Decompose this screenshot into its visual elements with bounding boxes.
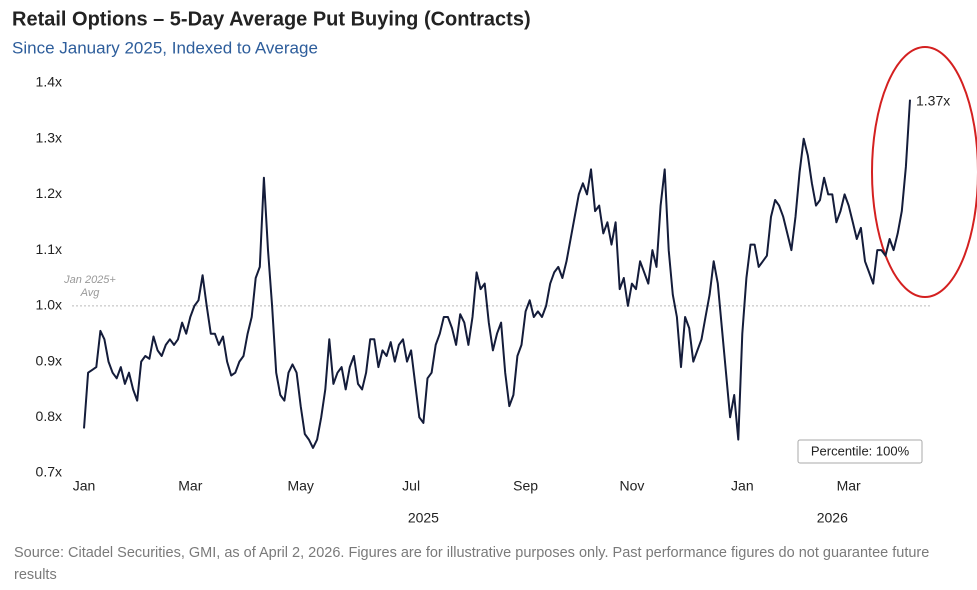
x-tick-label: Mar	[837, 478, 861, 494]
chart: Retail Options – 5-Day Average Put Buyin…	[12, 8, 977, 526]
x-tick-label: Nov	[619, 478, 644, 494]
source-note: Source: Citadel Securities, GMI, as of A…	[14, 545, 930, 583]
y-tick-label: 0.9x	[36, 352, 62, 368]
annotation-box	[797, 439, 923, 464]
data-label: 1.37x	[916, 92, 950, 108]
annotation: Percentile: 100%	[811, 443, 910, 458]
x-tick-label: Mar	[178, 478, 202, 494]
y-tick-label: 0.7x	[36, 464, 62, 480]
x-tick-label: Sep	[513, 478, 538, 494]
y-tick-label: 0.8x	[36, 408, 62, 424]
x-tick-label: May	[287, 478, 313, 494]
highlight-circle	[871, 46, 977, 298]
chart-title: Retail Options – 5-Day Average Put Buyin…	[12, 8, 531, 30]
x-tick-label: Jul	[402, 478, 420, 494]
reference-label: Avg	[80, 287, 101, 299]
chart-subtitle: Since January 2025, Indexed to Average	[12, 38, 318, 57]
y-tick-label: 1.3x	[36, 129, 62, 145]
y-tick-label: 1.1x	[36, 241, 62, 257]
y-tick-label: 1.2x	[36, 185, 62, 201]
y-tick-label: 1.4x	[36, 74, 62, 90]
x-tick-label: Jan	[731, 478, 754, 494]
reference-label: Jan 2025+	[63, 274, 116, 286]
year-label: 2025	[408, 510, 439, 526]
y-tick-label: 1.0x	[36, 297, 62, 313]
x-tick-label: Jan	[73, 478, 96, 494]
data-line	[83, 99, 911, 449]
year-label: 2026	[817, 510, 848, 526]
